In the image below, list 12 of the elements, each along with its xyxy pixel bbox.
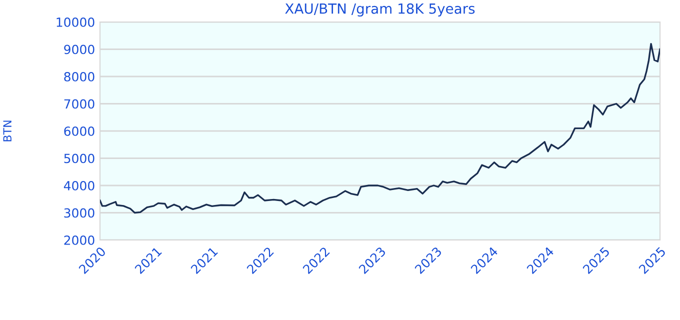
y-tick-label: 5000 [64,154,94,164]
y-tick-label: 2000 [64,235,94,245]
chart-title: XAU/BTN /gram 18K 5years [285,3,475,17]
y-tick-label: 4000 [64,180,94,190]
line-series [100,42,660,214]
y-axis-title: BTN [3,120,12,142]
y-tick-label: 3000 [64,208,94,218]
y-tick-label: 8000 [64,72,94,82]
y-tick-label: 7000 [64,99,94,109]
y-tick-label: 10000 [56,17,94,27]
y-tick-label: 6000 [64,126,94,136]
y-tick-label: 9000 [64,44,94,54]
